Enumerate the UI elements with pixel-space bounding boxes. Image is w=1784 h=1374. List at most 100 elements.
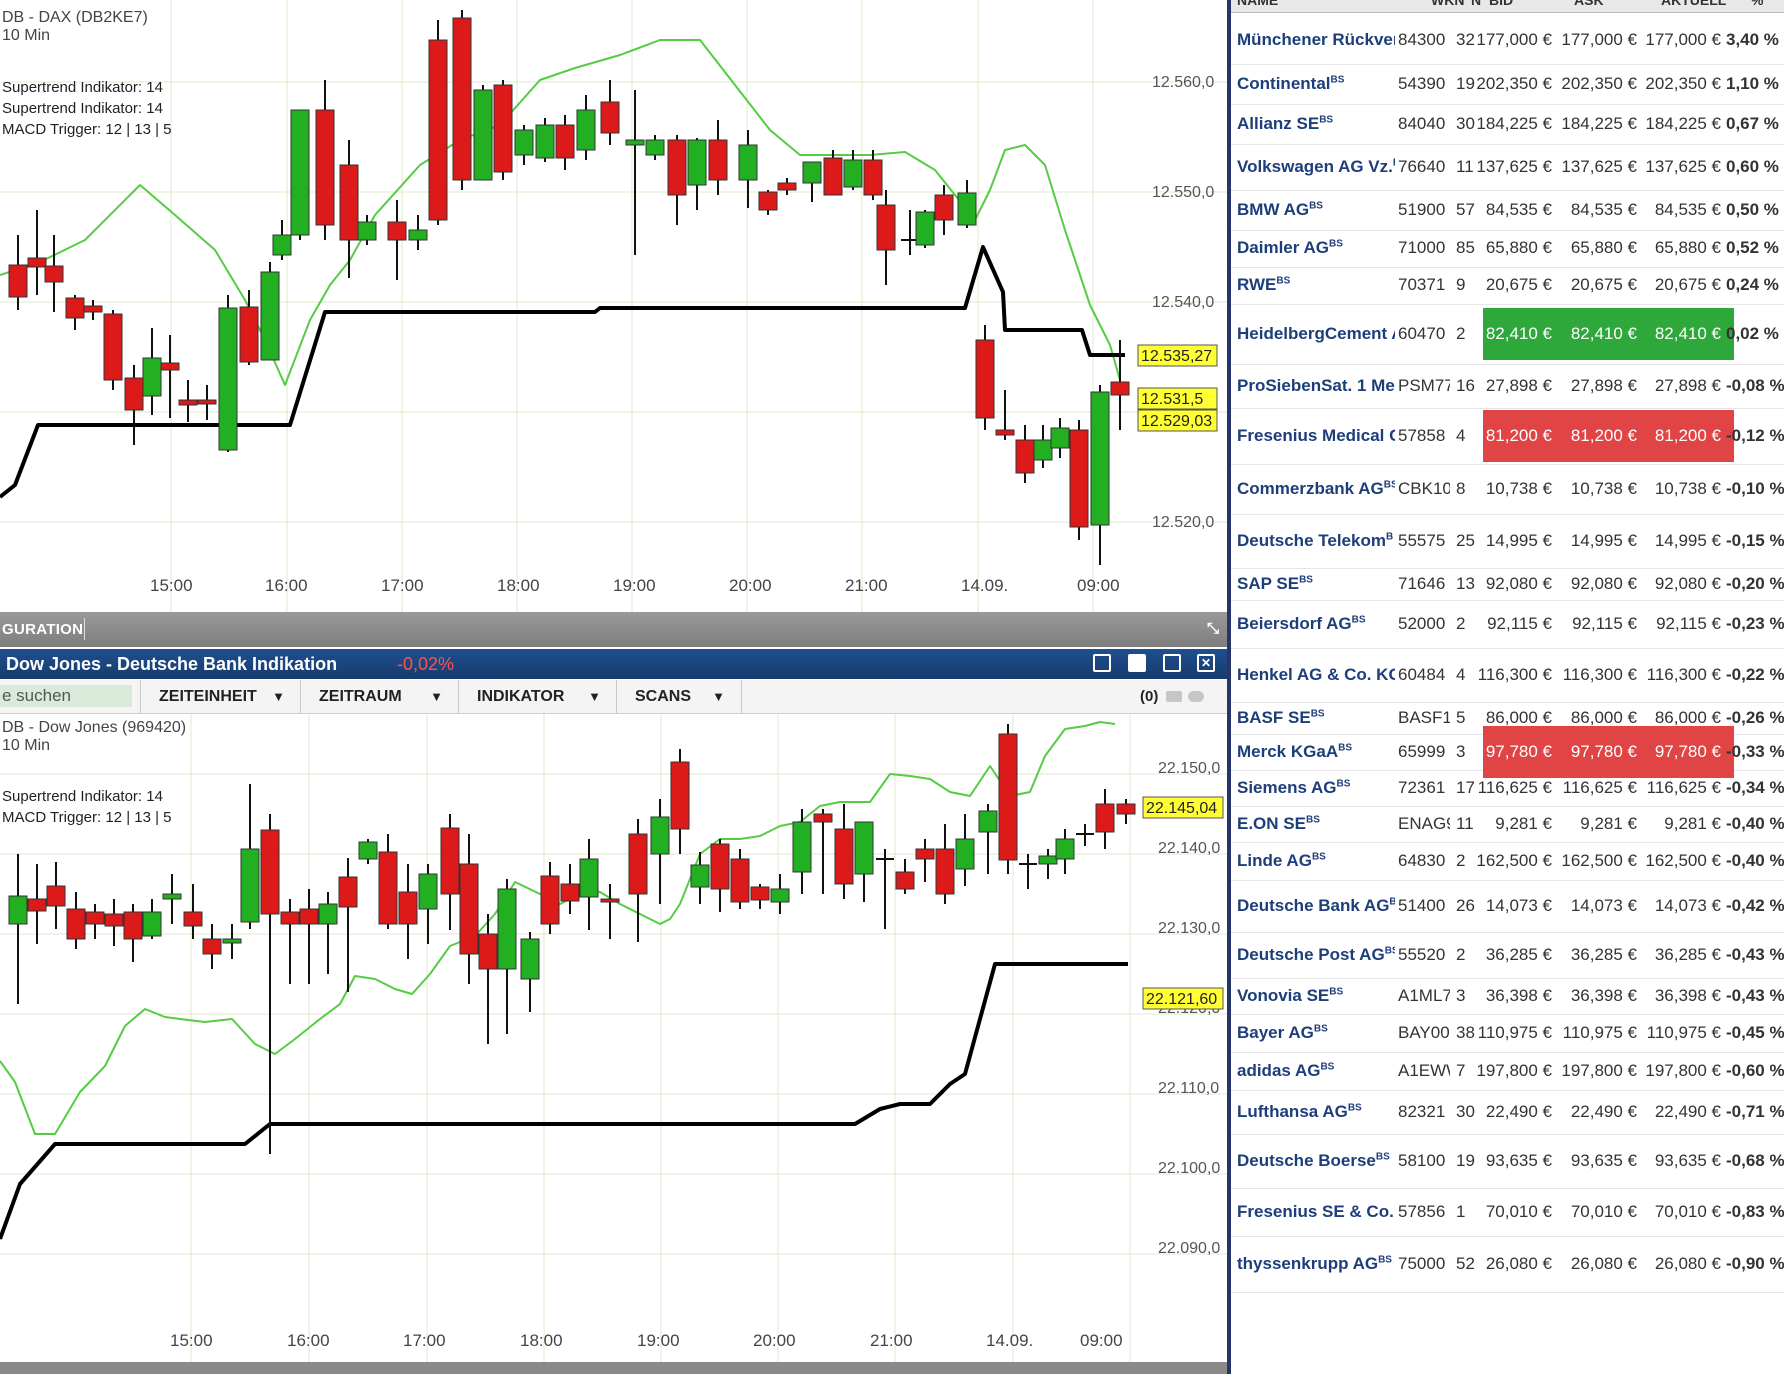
stock-name[interactable]: Deutsche TelekomB	[1237, 531, 1395, 551]
stock-name[interactable]: Vonovia SEBS	[1237, 986, 1395, 1006]
watchlist-row[interactable]: Volkswagen AG Vz.B7664011137,625 €137,62…	[1231, 144, 1784, 191]
stock-name[interactable]: BMW AGBS	[1237, 200, 1395, 220]
cloud-icon[interactable]	[1188, 691, 1204, 702]
stock-name[interactable]: Fresenius Medical C	[1237, 426, 1395, 446]
watchlist-row[interactable]: Henkel AG & Co. KGa 60484 4 116,300 € 116,30…	[1231, 648, 1784, 703]
watchlist-row[interactable]: Vonovia SEBS A1ML7 3 36,398 €36,398 €36,398…	[1231, 978, 1784, 1015]
folder-icon[interactable]	[1166, 691, 1182, 702]
watchlist-row[interactable]: Deutsche Bank AGBS51400 26 14,073 € 14,073 …	[1231, 880, 1784, 933]
watchlist-row[interactable]: Deutsche Post AGBS55520 2 36,285 € 36,285 €…	[1231, 932, 1784, 979]
search-input[interactable]: e suchen	[0, 685, 132, 707]
stock-name[interactable]: SAP SEBS	[1237, 574, 1395, 594]
watchlist-row[interactable]: adidas AGBSA1EWW7197,800 €197,800 €197,8…	[1231, 1052, 1784, 1091]
ask-cell: 202,350 €	[1561, 74, 1637, 93]
stock-name[interactable]: Deutsche BoerseBS	[1237, 1151, 1395, 1171]
watchlist-row[interactable]: Münchener Rückver 84300 32 177,000 €177,000…	[1231, 16, 1784, 65]
dropdown-label: ZEITRAUM	[319, 688, 402, 705]
watchlist-row[interactable]: Deutsche TelekomB 55575 25 14,995 €14,995 €…	[1231, 514, 1784, 569]
watchlist-row[interactable]: Linde AGBS 64830 2 162,500 €162,500 €162,50…	[1231, 842, 1784, 881]
stock-name[interactable]: Linde AGBS	[1237, 851, 1395, 871]
wkn-cell: 76640	[1398, 157, 1446, 176]
wkn-cell: 57858	[1398, 426, 1446, 445]
watchlist-row[interactable]: thyssenkrupp AGBS 75000 52 26,080 €26,080 €…	[1231, 1236, 1784, 1293]
dropdown-indikator[interactable]: INDIKATOR ▼	[458, 680, 617, 713]
col-header[interactable]: N	[1471, 0, 1482, 8]
exchange-badge: BS	[1336, 778, 1351, 790]
stock-name[interactable]: BASF SEBS	[1237, 708, 1395, 728]
minimize-icon[interactable]	[1093, 654, 1111, 672]
watchlist-row[interactable]: Fresenius Medical C 57858 4 81,200 € 81,200 …	[1231, 408, 1784, 465]
dax-candlestick-chart[interactable]: DB - DAX (DB2KE7) 10 Min Supertrend Indi…	[0, 0, 1227, 612]
close-icon[interactable]: ✕	[1197, 654, 1215, 672]
candles	[8, 10, 1130, 565]
watchlist-row[interactable]: Fresenius SE & Co. K 57856 1 70,010 € 70,010…	[1231, 1188, 1784, 1237]
stock-name[interactable]: Deutsche Post AGBS	[1237, 945, 1395, 965]
watchlist-row[interactable]: E.ON SEBS ENAG9 11 9,281 €9,281 €9,281 € -0,…	[1231, 806, 1784, 843]
candle	[85, 904, 105, 939]
watchlist-row[interactable]: Merck KGaABS 65999 3 97,780 €97,780 €97,780…	[1231, 726, 1784, 778]
dropdown-zeiteinheit[interactable]: ZEITEINHEIT ▼	[140, 680, 301, 713]
current-price-cell: 81,200 €	[1654, 426, 1721, 445]
stock-name[interactable]: Münchener Rückver	[1237, 30, 1395, 50]
watchlist-row[interactable]: Bayer AGBS BAY00 38 110,975 €110,975 €110,9…	[1231, 1014, 1784, 1053]
current-price-cell: 177,000 €	[1645, 30, 1721, 49]
watchlist-row[interactable]: BMW AGBS 51900 57 84,535 €84,535 €84,535 €0…	[1231, 190, 1784, 231]
stock-name[interactable]: Volkswagen AG Vz.B	[1237, 157, 1395, 177]
col-header[interactable]: ASK	[1574, 0, 1604, 8]
watchlist-row[interactable]: ContinentalBS 54390 19 202,350 €202,350 €20…	[1231, 64, 1784, 105]
col-header[interactable]: WKN	[1431, 0, 1465, 8]
wkn-cell: 82321	[1398, 1102, 1446, 1121]
stock-name[interactable]: Lufthansa AGBS	[1237, 1102, 1395, 1122]
candle	[178, 380, 198, 422]
col-header[interactable]: AKTUELL	[1661, 0, 1727, 8]
col-header[interactable]: NAME	[1237, 0, 1279, 8]
watchlist-row[interactable]: Commerzbank AGBSCBK10 8 10,738 € 10,738 € 10…	[1231, 464, 1784, 515]
col-header[interactable]: BID	[1489, 0, 1514, 8]
stock-name[interactable]: Merck KGaABS	[1237, 742, 1395, 762]
watchlist-row[interactable]: Beiersdorf AGBS 52000 2 92,115 €92,115 €92,…	[1231, 600, 1784, 649]
maximize-icon[interactable]	[1163, 654, 1181, 672]
candle	[497, 879, 517, 1034]
stock-name[interactable]: Henkel AG & Co. KGa	[1237, 665, 1395, 685]
watchlist-row[interactable]: HeidelbergCement A 60470 2 82,410 € 82,410 €…	[1231, 304, 1784, 365]
watchlist-row[interactable]: Allianz SEBS 84040 30 184,225 €184,225 €184…	[1231, 104, 1784, 145]
change-percent-cell: 0,60 %	[1726, 157, 1779, 176]
stock-name[interactable]: Allianz SEBS	[1237, 114, 1395, 134]
bid-cell: 92,080 €	[1485, 574, 1552, 593]
chart-window-titlebar[interactable]: Dow Jones - Deutsche Bank Indikation -0,…	[0, 649, 1227, 679]
stock-name[interactable]: Bayer AGBS	[1237, 1023, 1395, 1043]
dropdown-scans[interactable]: SCANS ▼	[616, 680, 742, 713]
resize-icon[interactable]: ⤡	[1206, 620, 1219, 637]
stock-name[interactable]: Siemens AGBS	[1237, 778, 1395, 798]
stock-name-text: Fresenius Medical C	[1237, 426, 1395, 445]
candles	[8, 724, 1136, 1154]
stock-name[interactable]: ContinentalBS	[1237, 74, 1395, 94]
bid-cell: 36,398 €	[1485, 986, 1552, 1005]
watchlist-row[interactable]: Daimler AGBS 71000 85 65,880 €65,880 €65,88…	[1231, 230, 1784, 268]
candle	[823, 150, 843, 196]
watchlist-row[interactable]: RWEBS 70371 9 20,675 €20,675 €20,675 €0,24 …	[1231, 267, 1784, 305]
quantity-cell: 9	[1456, 275, 1466, 294]
watchlist-row[interactable]: Deutsche BoerseBS 58100 19 93,635 €93,635 €…	[1231, 1134, 1784, 1189]
stock-name[interactable]: adidas AGBS	[1237, 1061, 1395, 1081]
dowjones-candlestick-chart[interactable]: DB - Dow Jones (969420) 10 Min Supertren…	[0, 714, 1227, 1362]
watchlist-row[interactable]: Lufthansa AGBS 82321 30 22,490 €22,490 €22,…	[1231, 1090, 1784, 1135]
stock-name[interactable]: Commerzbank AGBS	[1237, 479, 1395, 499]
stock-name[interactable]: RWEBS	[1237, 275, 1395, 295]
col-header[interactable]: %	[1751, 0, 1764, 8]
stock-name[interactable]: ProSiebenSat. 1 Me	[1237, 376, 1395, 396]
stock-name[interactable]: Beiersdorf AGBS	[1237, 614, 1395, 634]
watchlist-row[interactable]: SAP SEBS 71646 13 92,080 €92,080 €92,080 € -…	[1231, 568, 1784, 601]
stock-name[interactable]: Deutsche Bank AGBS	[1237, 896, 1395, 916]
watchlist-row[interactable]: Siemens AGBS 72361 17 116,625 €116,625 €116…	[1231, 770, 1784, 807]
stock-name[interactable]: Fresenius SE & Co. K	[1237, 1202, 1395, 1222]
quantity-cell: 8	[1456, 479, 1466, 498]
stock-name[interactable]: E.ON SEBS	[1237, 814, 1395, 834]
watchlist-row[interactable]: ProSiebenSat. 1 Me PSM77 16 27,898 € 27,898 …	[1231, 364, 1784, 409]
stock-name[interactable]: Daimler AGBS	[1237, 238, 1395, 258]
restore-icon[interactable]	[1128, 654, 1146, 672]
dropdown-zeitraum[interactable]: ZEITRAUM ▼	[300, 680, 459, 713]
stock-name[interactable]: thyssenkrupp AGBS	[1237, 1254, 1395, 1274]
configuration-bar[interactable]: GURATION ⤡	[0, 612, 1227, 647]
stock-name[interactable]: HeidelbergCement A	[1237, 324, 1395, 344]
